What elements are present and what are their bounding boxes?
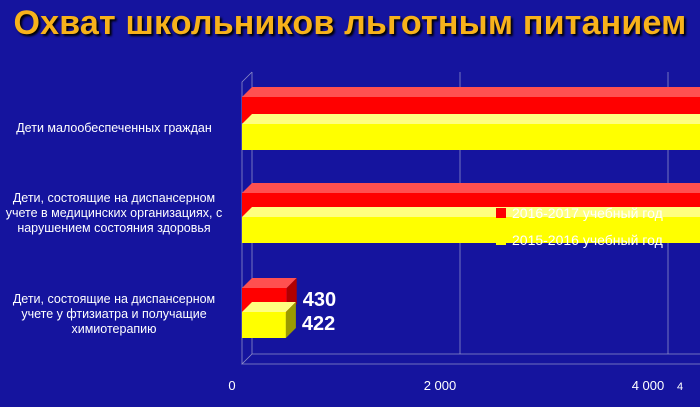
bar: [242, 312, 286, 338]
chart-data-labels: 6 5255 7864306 0914 819422: [302, 289, 336, 335]
chart-floor: [241, 353, 700, 365]
bar: [242, 217, 700, 243]
bar-top-face: [242, 87, 700, 97]
category-label-tb-registered: Дети, состоящие на диспансерном учете у …: [12, 292, 216, 336]
data-label: 430: [303, 289, 336, 311]
legend-label: 2015-2016 учебный год: [512, 232, 663, 248]
legend-item-2015-2016: 2015-2016 учебный год: [496, 232, 663, 248]
page-title: Охват школьников льготным питанием: [13, 4, 687, 42]
chart-bars: [242, 87, 700, 338]
legend-swatch-yellow: [496, 235, 506, 245]
x-tick-label: 4 000: [632, 378, 665, 393]
bar-top-face: [242, 114, 700, 124]
category-label-health-registered: Дети, состоящие на диспансерном учете в …: [5, 191, 223, 235]
bar-top-face: [242, 207, 700, 217]
x-tick-label: 0: [228, 378, 235, 393]
legend-label: 2016-2017 учебный год: [512, 205, 663, 221]
bar-top-face: [242, 278, 297, 288]
data-label: 422: [302, 313, 335, 335]
bar-top-face: [242, 302, 296, 312]
legend-swatch-red: [496, 208, 506, 218]
bar-top-face: [242, 183, 700, 193]
chart-side-wall: [241, 71, 253, 364]
category-label-low-income: Дети малообеспеченных граждан: [16, 121, 212, 135]
bar: [242, 124, 700, 150]
legend-item-2016-2017: 2016-2017 учебный год: [496, 205, 663, 221]
bar-side-face: [285, 302, 296, 338]
x-tick-label: 2 000: [424, 378, 457, 393]
page-number: 4: [677, 381, 684, 393]
